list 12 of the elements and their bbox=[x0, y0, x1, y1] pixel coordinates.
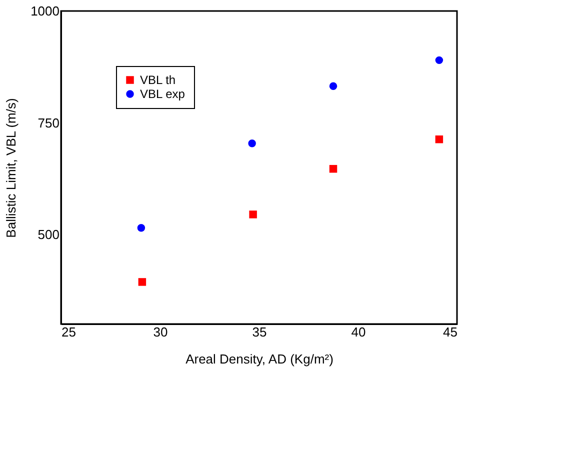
y-axis-title: Ballistic Limit, VBL (m/s) bbox=[4, 98, 19, 238]
x-tick-label: 45 bbox=[443, 324, 458, 340]
y-tick-label: 1000 bbox=[30, 4, 60, 18]
x-tick-label: 30 bbox=[153, 324, 168, 340]
y-tick-label: 500 bbox=[38, 227, 60, 242]
x-axis-title: Areal Density, AD (Kg/m²) bbox=[186, 352, 334, 366]
legend-label: VBL th bbox=[140, 73, 176, 87]
x-tick-label: 25 bbox=[62, 324, 76, 340]
x-tick-label: 40 bbox=[351, 324, 366, 340]
y-tick-label: 750 bbox=[38, 115, 60, 130]
legend-label: VBL exp bbox=[140, 87, 186, 101]
x-tick-label: 35 bbox=[252, 324, 267, 340]
